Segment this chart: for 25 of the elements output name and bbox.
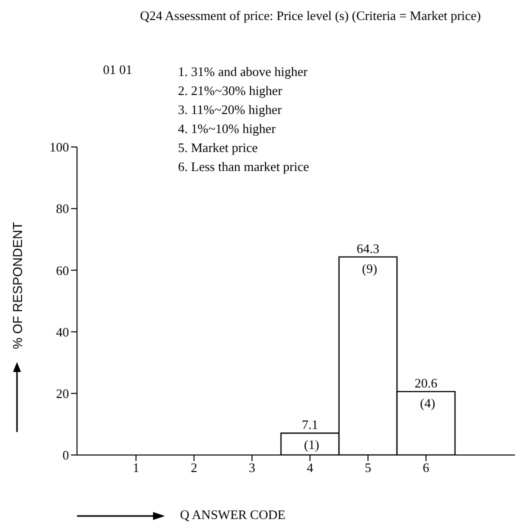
x-tick-label: 3 xyxy=(248,460,256,476)
annotation: 5. Market price xyxy=(178,139,259,157)
x-tick-label: 6 xyxy=(422,460,430,476)
y-axis-title: % OF RESPONDENT xyxy=(10,221,26,349)
x-tick-label: 4 xyxy=(306,460,314,476)
y-tick-label: 20 xyxy=(56,386,69,402)
data-label: 64.3 (9) xyxy=(356,240,380,276)
x-tick-label: 5 xyxy=(364,460,372,476)
data-label: 7.1 (1) xyxy=(300,417,320,452)
y-tick-label: 100 xyxy=(50,140,69,155)
y-tick-label: 0 xyxy=(62,448,69,463)
data-label: 20.6 (4) xyxy=(414,376,438,411)
chart-title: Q24 Assessment of price: Price level (s) (Criteria = Market price) xyxy=(140,8,482,24)
text: 01 01 xyxy=(103,62,132,78)
text: 1. 31% and above higher xyxy=(178,63,309,81)
annotation: 6. Less than market price xyxy=(178,158,310,176)
text: 2. 21%~30% higher xyxy=(178,82,284,100)
text: 3. 11%~20% higher xyxy=(178,101,283,119)
y-tick-label: 80 xyxy=(56,201,69,216)
text: 4. 1%~10% higher xyxy=(178,120,277,138)
x-tick-label: 1 xyxy=(132,460,140,476)
x-axis-title: Q ANSWER CODE xyxy=(180,507,286,523)
x-tick-label: 2 xyxy=(190,460,198,476)
y-tick-label: 40 xyxy=(56,324,69,340)
y-tick-label: 60 xyxy=(56,262,69,278)
